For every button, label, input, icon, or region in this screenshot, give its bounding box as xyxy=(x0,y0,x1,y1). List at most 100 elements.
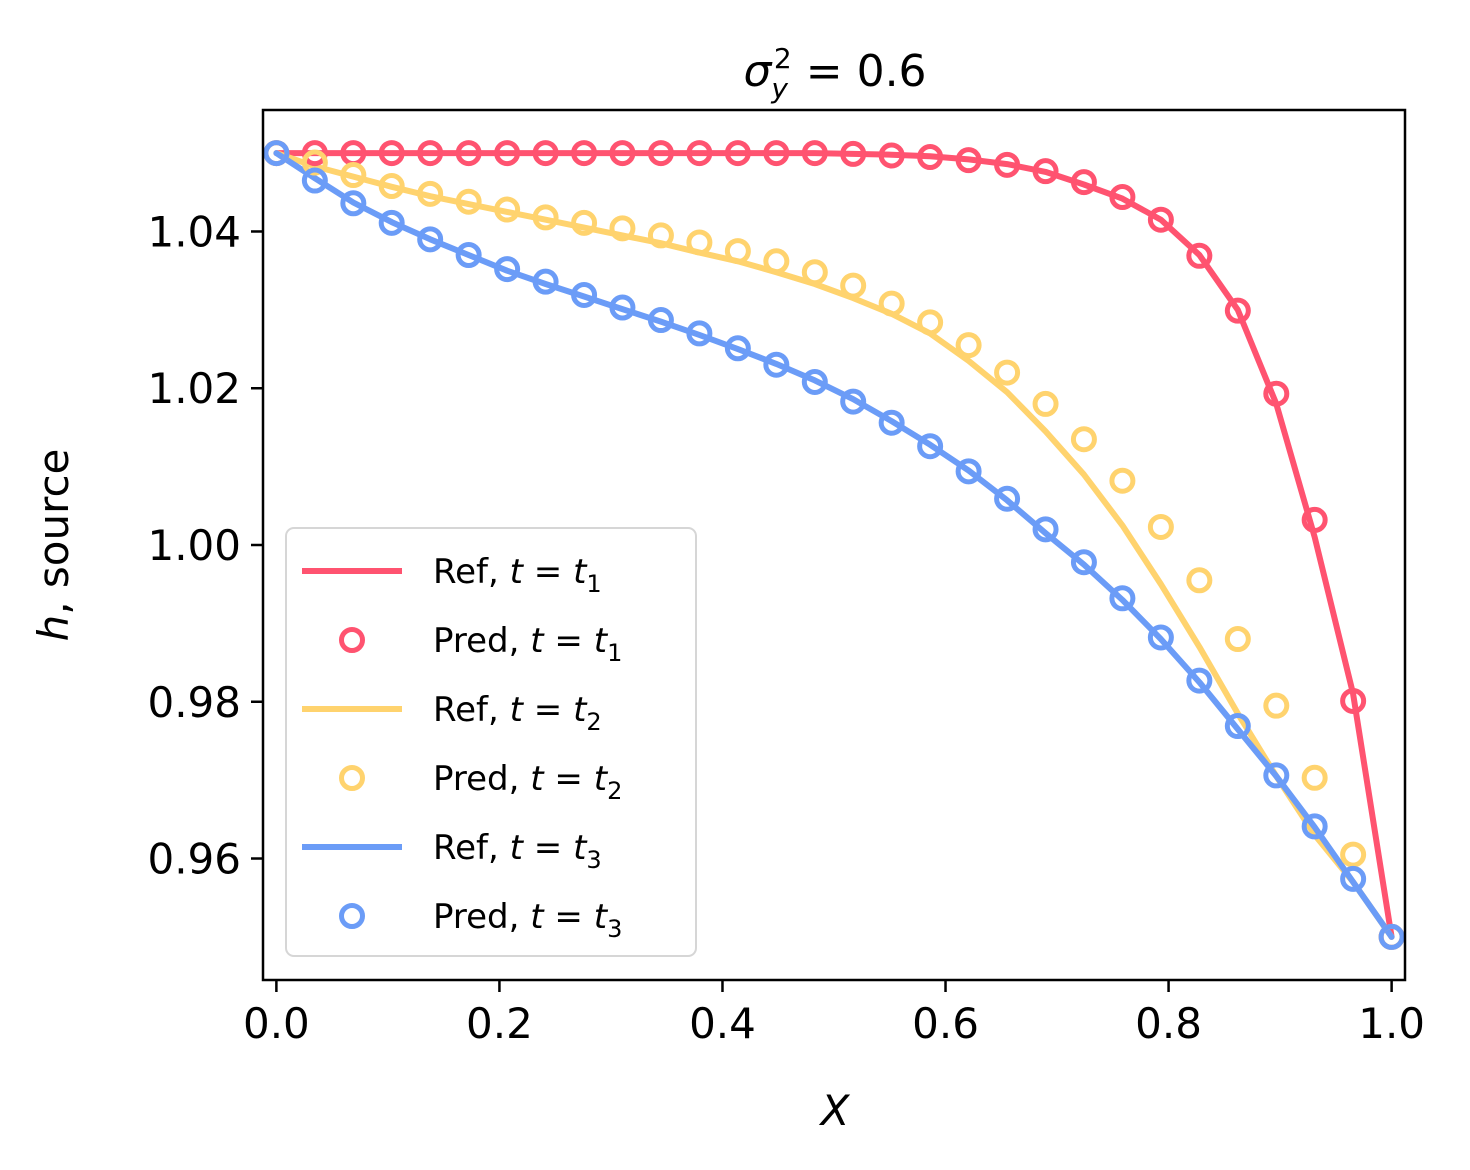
data-point-t1 xyxy=(455,140,482,167)
data-point-t2 xyxy=(994,359,1021,386)
data-point-t3 xyxy=(686,320,713,347)
data-point-t3 xyxy=(378,209,405,236)
y-axis-label: h, source xyxy=(29,449,78,642)
data-point-t2 xyxy=(1109,467,1136,494)
data-point-t1 xyxy=(1186,242,1213,269)
legend-item: Pred, t = t1 xyxy=(339,621,622,667)
data-point-t2 xyxy=(801,259,828,286)
data-point-t1 xyxy=(1224,297,1251,324)
data-point-t2 xyxy=(417,180,444,207)
data-point-t3 xyxy=(763,351,790,378)
legend-item: Ref, t = t3 xyxy=(302,828,602,874)
data-point-t2 xyxy=(1301,764,1328,791)
y-tick-label: 1.02 xyxy=(147,364,241,413)
data-point-t1 xyxy=(571,140,598,167)
data-point-t1 xyxy=(1147,206,1174,233)
x-tick-label: 0.8 xyxy=(1135,999,1202,1048)
data-point-t2 xyxy=(1224,626,1251,653)
x-tick-label: 0.0 xyxy=(243,999,310,1048)
data-point-t2 xyxy=(686,229,713,256)
data-point-t3 xyxy=(455,242,482,268)
x-tick-label: 1.0 xyxy=(1358,999,1425,1048)
x-tick-label: 0.4 xyxy=(689,999,756,1048)
data-point-t2 xyxy=(340,162,367,189)
data-point-t3 xyxy=(1378,923,1405,950)
legend-label: Ref, t = t2 xyxy=(433,690,602,736)
data-point-t3 xyxy=(417,226,444,253)
data-point-t3 xyxy=(263,140,290,167)
data-point-t1 xyxy=(917,144,944,171)
x-tick-label: 0.6 xyxy=(912,999,979,1048)
data-point-t1 xyxy=(301,140,328,167)
data-point-t1 xyxy=(878,142,905,169)
data-point-t3 xyxy=(1109,585,1136,612)
x-axis: 0.0 0.2 0.4 0.6 0.8 1.0 xyxy=(243,980,1425,1048)
data-point-t3 xyxy=(532,268,559,295)
data-point-t3 xyxy=(878,409,905,436)
legend-label: Ref, t = t3 xyxy=(433,828,602,874)
legend: Ref, t = t1 Pred, t = t1 Ref, t = t2 Pred, … xyxy=(285,527,697,957)
y-tick-label: 0.98 xyxy=(147,678,241,727)
data-point-t2 xyxy=(724,238,751,265)
x-tick-label: 0.2 xyxy=(466,999,533,1048)
legend-item: Pred, t = t3 xyxy=(339,897,622,943)
legend-marker-swatch xyxy=(339,627,365,653)
data-point-t3 xyxy=(1032,516,1059,543)
data-point-t2 xyxy=(494,196,521,223)
data-point-t3 xyxy=(1224,713,1251,740)
data-point-t1 xyxy=(955,147,982,174)
data-point-t1 xyxy=(378,140,405,167)
data-point-t1 xyxy=(1263,380,1290,407)
data-point-t2 xyxy=(609,215,636,242)
legend-label: Pred, t = t3 xyxy=(433,897,622,943)
legend-box xyxy=(285,527,697,957)
data-point-t1 xyxy=(1070,169,1097,196)
legend-label: Pred, t = t2 xyxy=(433,759,622,805)
data-point-t2 xyxy=(1032,390,1059,417)
data-point-t2 xyxy=(840,272,867,299)
data-point-t1 xyxy=(417,140,444,167)
data-point-t3 xyxy=(301,167,328,194)
y-tick-label: 0.96 xyxy=(147,835,241,884)
data-point-t2 xyxy=(1263,692,1290,719)
legend-label: Pred, t = t1 xyxy=(433,621,622,667)
data-point-t3 xyxy=(917,433,944,460)
y-tick-label: 1.04 xyxy=(147,207,241,256)
data-point-t3 xyxy=(1301,813,1328,840)
data-point-t3 xyxy=(647,307,674,334)
data-point-t2 xyxy=(378,173,405,200)
data-point-t2 xyxy=(878,290,905,317)
data-point-t3 xyxy=(1147,624,1174,651)
data-point-t1 xyxy=(840,140,867,167)
data-point-t1 xyxy=(801,140,828,167)
data-point-t2 xyxy=(455,188,482,215)
data-point-t3 xyxy=(494,256,521,283)
data-point-t1 xyxy=(647,140,674,167)
series-layer xyxy=(263,140,1405,950)
data-point-t1 xyxy=(686,140,713,167)
y-axis: 0.96 0.98 1.00 1.02 1.04 xyxy=(147,207,263,884)
legend-item: Pred, t = t2 xyxy=(339,759,622,805)
data-point-t3 xyxy=(994,485,1021,512)
data-point-t3 xyxy=(340,190,367,217)
data-point-t2 xyxy=(1186,567,1213,594)
data-point-t3 xyxy=(724,335,751,362)
data-point-t1 xyxy=(1109,184,1136,210)
data-point-t2 xyxy=(1340,841,1367,868)
data-point-t3 xyxy=(801,368,828,395)
data-point-t3 xyxy=(1186,667,1213,694)
data-point-t2 xyxy=(647,222,674,249)
legend-marker-swatch xyxy=(339,765,365,791)
data-point-t2 xyxy=(532,204,559,231)
data-point-t1 xyxy=(494,140,521,167)
legend-item: Ref, t = t2 xyxy=(302,690,602,736)
data-point-t1 xyxy=(763,140,790,167)
data-point-t3 xyxy=(1340,865,1367,892)
data-point-t1 xyxy=(994,151,1021,178)
data-point-t1 xyxy=(1301,506,1328,533)
data-point-t1 xyxy=(724,140,751,167)
data-point-t2 xyxy=(917,309,944,336)
legend-marker-swatch xyxy=(339,903,365,929)
data-point-t3 xyxy=(1263,762,1290,789)
